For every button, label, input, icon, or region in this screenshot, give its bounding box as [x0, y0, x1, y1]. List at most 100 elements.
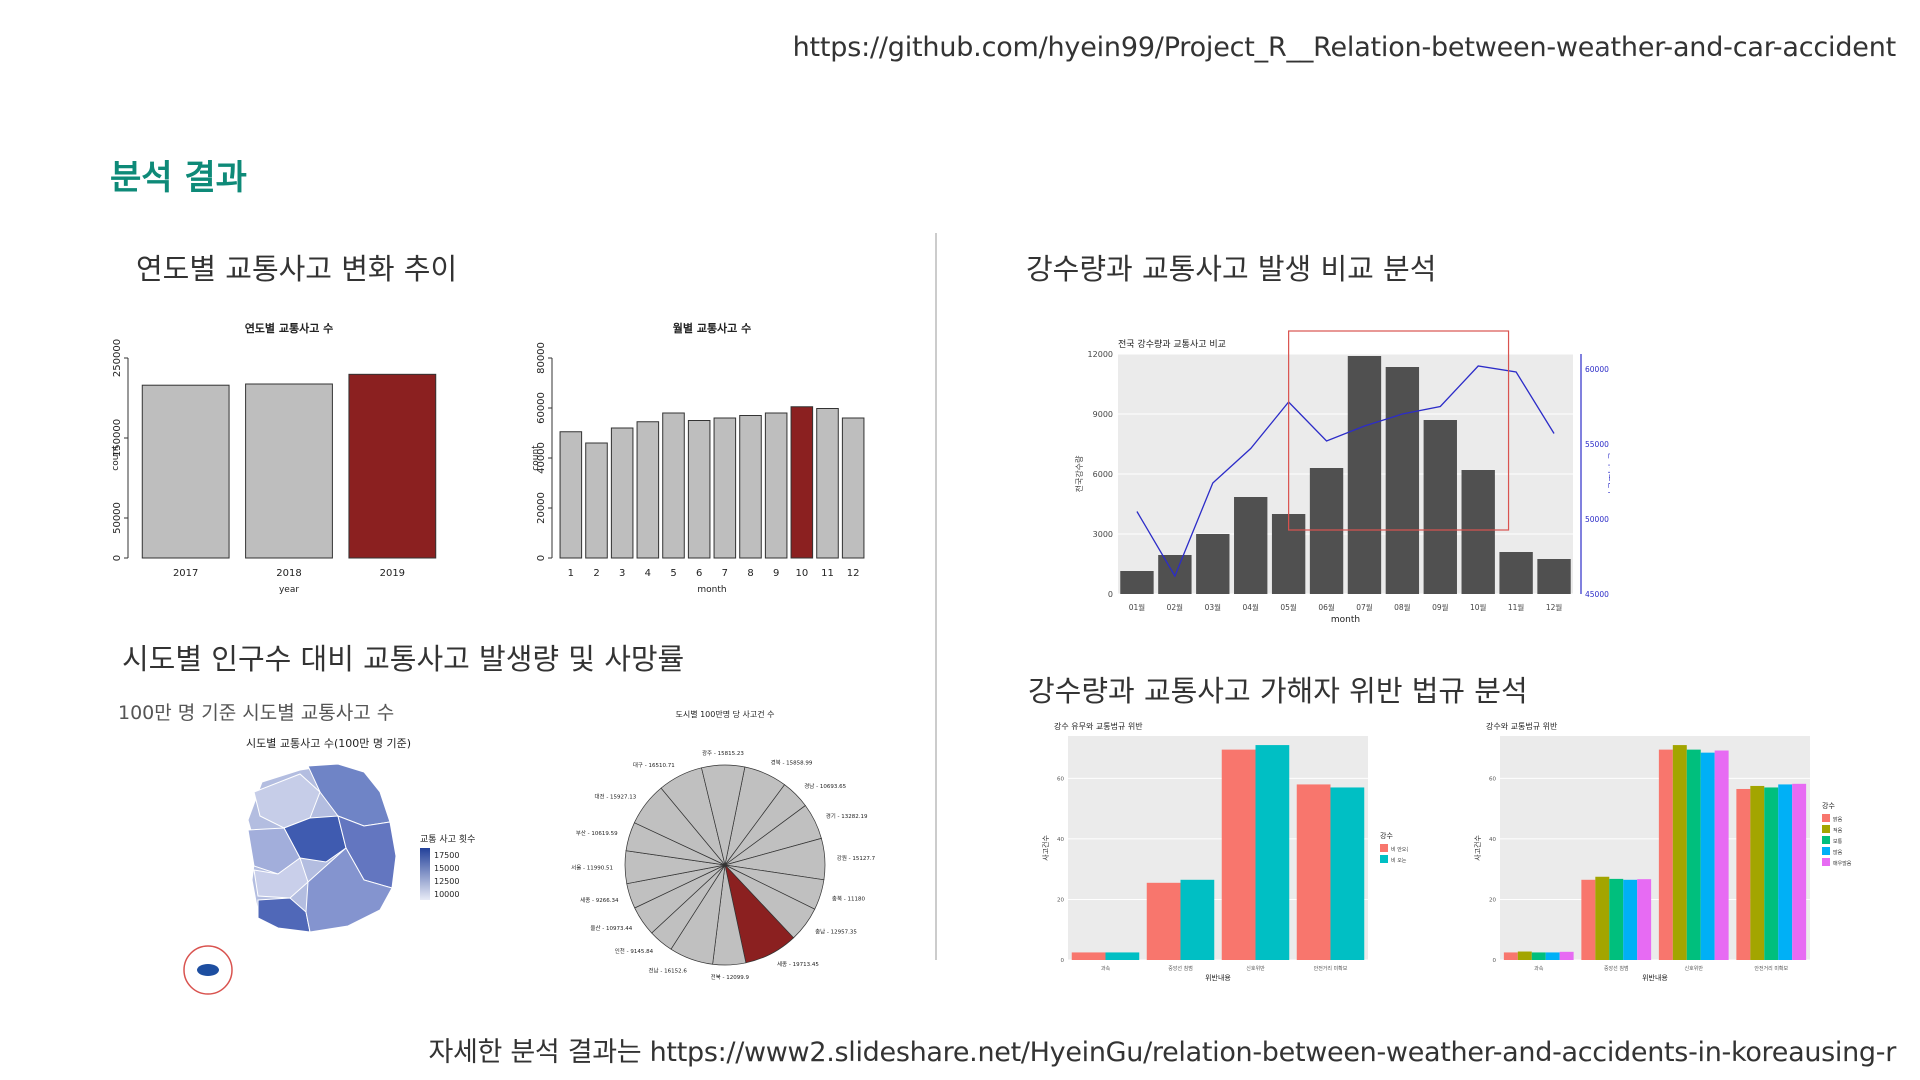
legend-swatch — [1822, 825, 1830, 833]
bar — [1347, 356, 1382, 594]
bar — [141, 384, 230, 559]
y2-tick-label: 45000 — [1585, 590, 1609, 599]
x-axis-label: month — [1331, 615, 1360, 625]
chart-title: 연도별 교통사고 수 — [245, 321, 334, 335]
y-tick-label: 40 — [1489, 837, 1496, 843]
legend-title: 강수 — [1380, 831, 1393, 840]
x-axis-label: month — [697, 585, 726, 595]
x-tick-label: 07월 — [1356, 602, 1373, 612]
legend-label: 비 오는 날 — [1391, 857, 1408, 864]
y-tick-label: 6000 — [1093, 470, 1113, 479]
bar — [1792, 783, 1807, 960]
x-tick-label: 5 — [670, 568, 676, 579]
chart-title: 전국 강수량과 교통사고 비교 — [1118, 338, 1226, 350]
bar — [687, 420, 711, 559]
x-tick-label: 2 — [593, 568, 599, 579]
x-tick-label: 12월 — [1546, 602, 1563, 612]
bar — [1686, 749, 1701, 960]
y-tick-label: 0 — [112, 555, 123, 561]
bar — [1581, 879, 1596, 960]
bar — [1105, 952, 1140, 960]
bar — [1309, 468, 1344, 594]
x-tick-label: 8 — [747, 568, 753, 579]
y-axis-label: 전국강수량 — [1074, 455, 1084, 492]
x-tick-label: 과속 — [1534, 965, 1544, 972]
x-tick-label: 1 — [568, 568, 574, 579]
bar — [1461, 470, 1495, 594]
x-tick-label: 중앙선 침범 — [1168, 965, 1193, 972]
legend-swatch — [1822, 836, 1830, 844]
y-tick-label: 20 — [1489, 897, 1496, 903]
bar — [1595, 876, 1610, 960]
korea-mainland — [247, 763, 397, 933]
bar — [1623, 879, 1638, 960]
legend-title: 강수 — [1822, 801, 1835, 810]
pie-label: 인천 - 9145.84 — [615, 947, 654, 955]
bar — [1517, 951, 1532, 960]
pie-label: 충남 - 12957.35 — [815, 928, 857, 936]
y-tick-label: 80000 — [536, 342, 547, 374]
bar — [739, 415, 762, 559]
bar — [585, 442, 608, 559]
y-axis-label: 사고건수 — [1473, 835, 1482, 861]
page-title: 분석 결과 — [110, 158, 247, 198]
x-tick-label: 중앙선 침범 — [1604, 965, 1629, 972]
bar — [1559, 951, 1574, 960]
rain-accident-combo-chart: 전국 강수량과 교통사고 비교 0 3000 6000 9000 12000 전국강수량 01… — [1074, 330, 1610, 625]
city-accident-pie-chart: 도시별 100만명 당 사고건 수경북 - 15858.99 경남 - 10693… — [571, 709, 876, 981]
y-tick-label: 9000 — [1093, 410, 1113, 419]
yearly-accident-chart: 연도별 교통사고 수 0 50000 150000 250000 count 2017 201… — [111, 321, 437, 595]
y-tick-label: 12000 — [1088, 350, 1113, 359]
bar — [1700, 752, 1715, 960]
bar — [1545, 952, 1560, 960]
y-tick-label: 20000 — [536, 492, 547, 524]
chart-title: 도시별 100만명 당 사고건 수 — [675, 709, 774, 719]
x-axis-label: 위반내용 — [1205, 973, 1231, 982]
x-tick-label: 10 — [795, 568, 808, 579]
x-tick-label: 09월 — [1432, 602, 1449, 612]
legend-swatch — [1822, 847, 1830, 855]
y2-axis-label: 전국사고건수 — [1607, 452, 1610, 496]
y-tick-label: 250000 — [112, 339, 123, 377]
section-title-rain-compare: 강수량과 교통사고 발생 비교 분석 — [1026, 252, 1437, 286]
bar — [1658, 749, 1673, 960]
bar — [1330, 787, 1365, 960]
legend-swatch — [1822, 814, 1830, 822]
map-legend-colorbar — [420, 848, 430, 900]
divider — [935, 233, 937, 960]
legend-label: 비 안오는 날 — [1391, 846, 1408, 853]
x-tick-label: 06월 — [1318, 602, 1335, 612]
pie-label: 강원 - 15127.7 — [837, 854, 876, 862]
bar — [713, 417, 737, 559]
slideshare-url[interactable]: 자세한 분석 결과는 https://www2.slideshare.net/H… — [428, 1037, 1896, 1068]
pie-label: 부산 - 10619.59 — [576, 829, 618, 837]
bar — [1531, 952, 1546, 960]
x-tick-label: 04월 — [1242, 602, 1259, 612]
y-tick-label: 60 — [1057, 776, 1064, 782]
bar — [816, 408, 839, 559]
x-tick-label: 02월 — [1167, 602, 1184, 612]
y2-tick-label: 60000 — [1585, 365, 1609, 374]
bar — [841, 417, 865, 559]
x-tick-label: 01월 — [1129, 602, 1146, 612]
map-legend-tick: 17500 — [434, 851, 459, 860]
x-axis-label: 위반내용 — [1642, 973, 1668, 982]
bar — [1423, 420, 1457, 594]
section-title-region: 시도별 인구수 대비 교통사고 발생량 및 사망률 — [122, 642, 685, 676]
region-jeju — [197, 964, 219, 976]
y-tick-label: 3000 — [1093, 530, 1113, 539]
pie-label: 대구 - 16510.71 — [633, 761, 675, 769]
pie-label: 경기 - 13282.19 — [826, 812, 868, 820]
bar — [662, 412, 685, 559]
x-tick-label: 12 — [847, 568, 860, 579]
pie-label: 경남 - 10693.65 — [804, 782, 846, 790]
github-url[interactable]: https://github.com/hyein99/Project_R__Re… — [792, 32, 1897, 63]
map-legend-title: 교통 사고 횟수 — [420, 833, 475, 845]
x-tick-label: 03월 — [1205, 602, 1222, 612]
x-tick-label: 11월 — [1508, 602, 1525, 612]
bar — [610, 427, 634, 559]
x-tick-label: 6 — [696, 568, 702, 579]
section-title-yearly: 연도별 교통사고 변화 추이 — [136, 252, 458, 286]
